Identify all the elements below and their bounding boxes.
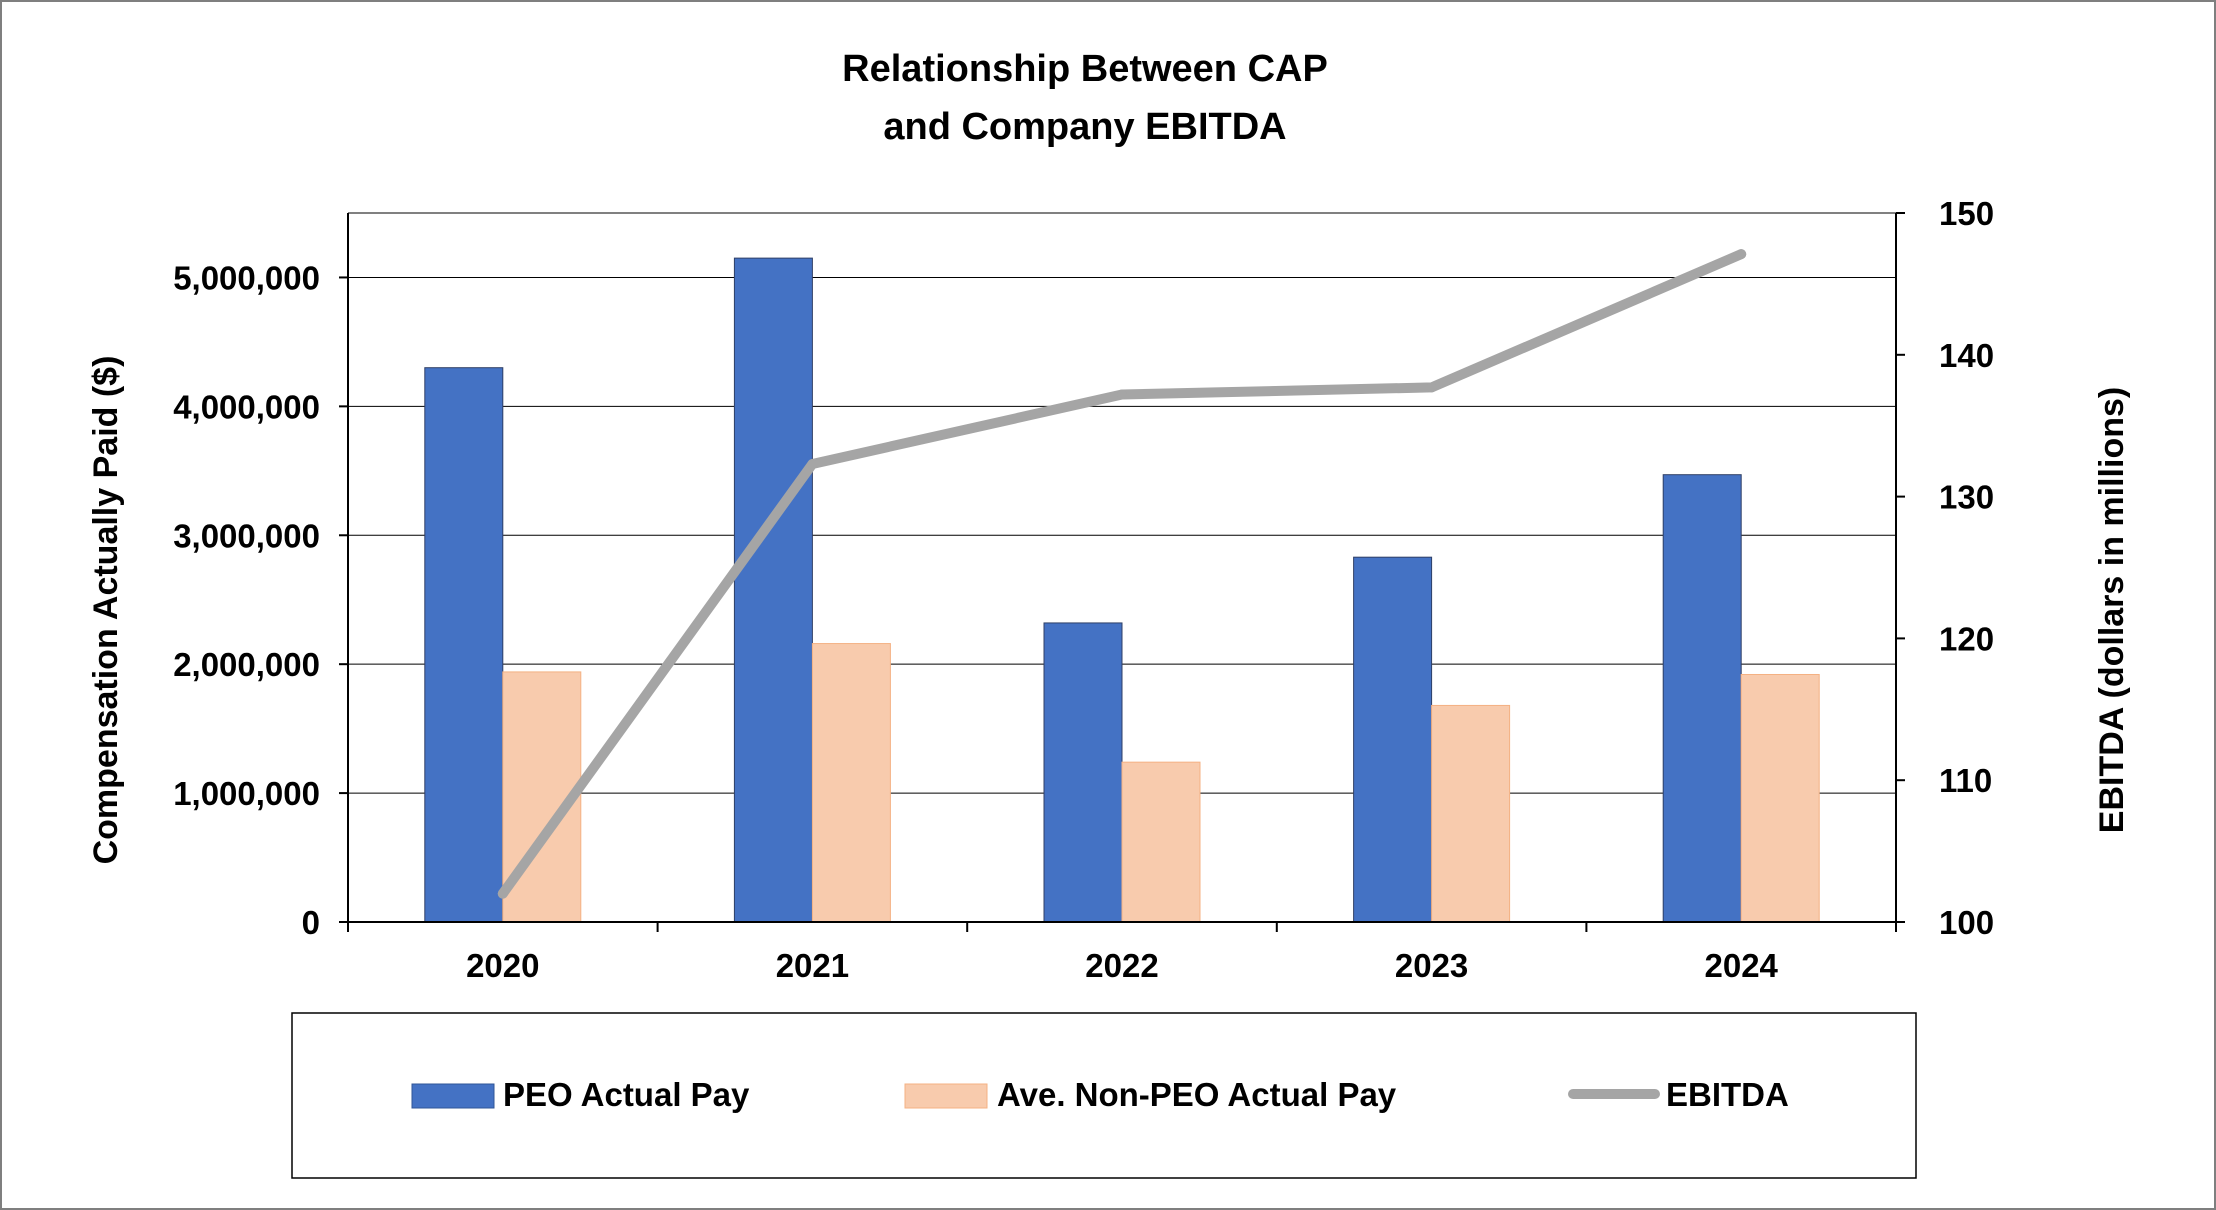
ebitda-point-2021 [807,458,818,469]
y-tick-label-left-1: 1,000,000 [173,775,320,812]
y-tick-label-right-2: 120 [1939,620,1994,657]
bar-peo-2022 [1043,622,1123,923]
chart-title-line-1: Relationship Between CAP [842,48,1328,90]
y-tick-label-right-5: 150 [1939,195,1994,232]
x-tick-label-2022: 2022 [1085,947,1158,984]
bar-peo-2020 [424,367,504,923]
axes [339,212,1905,932]
ebitda-point-2024 [1736,249,1747,260]
y-tick-label-left-0: 0 [302,904,320,941]
y-tick-label-right-1: 110 [1939,762,1992,799]
bar-peo-2024 [1662,474,1742,923]
y-tick-label-right-3: 130 [1939,479,1994,516]
ebitda-line-layer [497,249,1747,899]
gridlines [348,212,1896,794]
tick-labels: 0 1,000,000 2,000,000 3,000,000 4,000,000 5,0… [173,195,1994,984]
x-tick-label-2024: 2024 [1704,947,1778,984]
chart-title-line-2: and Company EBITDA [883,106,1286,148]
y-tick-label-left-5: 5,000,000 [173,259,320,296]
y-tick-label-left-4: 4,000,000 [173,388,320,425]
ebitda-point-2020 [497,888,508,899]
bar-non-peo-2022 [1121,761,1201,923]
bar-non-peo-2023 [1431,704,1511,923]
bar-peo-2021 [733,257,813,923]
bar-non-peo-2024 [1740,673,1820,923]
bar-non-peo-2021 [811,643,891,923]
y-tick-label-right-0: 100 [1939,904,1994,941]
y-axis-left-label: Compensation Actually Paid ($) [87,356,125,865]
ebitda-point-2022 [1117,389,1127,400]
y-tick-label-left-3: 3,000,000 [173,517,320,554]
legend-swatch-non-peo [904,1083,988,1109]
x-tick-label-2023: 2023 [1395,947,1468,984]
legend-label-ebitda: EBITDA [1666,1076,1789,1113]
legend: PEO Actual Pay Ave. Non-PEO Actual Pay E… [291,1012,1917,1179]
bars [424,257,1820,923]
legend-label-peo: PEO Actual Pay [503,1076,750,1113]
bar-peo-2023 [1353,556,1433,923]
ebitda-point-2023 [1426,382,1437,393]
y-tick-label-left-2: 2,000,000 [173,646,320,683]
y-tick-label-right-4: 140 [1939,337,1994,374]
x-tick-label-2020: 2020 [466,947,539,984]
y-axis-right-label: EBITDA (dollars in millions) [2093,387,2131,833]
legend-swatch-peo [411,1083,495,1109]
x-tick-label-2021: 2021 [776,947,849,984]
legend-label-non-peo: Ave. Non-PEO Actual Pay [997,1076,1397,1113]
